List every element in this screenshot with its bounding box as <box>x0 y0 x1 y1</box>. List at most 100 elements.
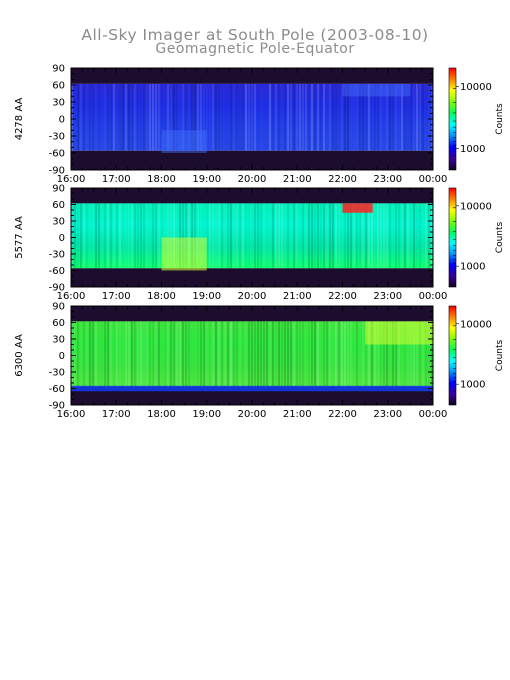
heatmap-streak <box>170 321 172 387</box>
heatmap-streak <box>380 83 382 151</box>
heatmap-streak <box>155 83 157 151</box>
heatmap-streak <box>116 321 118 387</box>
heatmap-streak <box>110 321 112 387</box>
heatmap-streak <box>185 83 187 151</box>
heatmap-streak <box>254 203 256 269</box>
x-tick-label: 20:00 <box>238 174 267 185</box>
heatmap-streak <box>410 321 412 387</box>
heatmap-streak <box>173 203 175 269</box>
heatmap-streak <box>347 321 349 387</box>
heatmap-streak <box>251 321 253 387</box>
y-tick-label: 90 <box>52 64 65 75</box>
heatmap-streak <box>152 83 154 151</box>
heatmap-streak <box>338 321 340 387</box>
heatmap-streak <box>194 83 196 151</box>
heatmap-streak <box>113 83 115 151</box>
heatmap-streak <box>218 83 220 151</box>
heatmap-streak <box>413 84 415 151</box>
x-tick-label: 19:00 <box>192 174 221 185</box>
heatmap-streak <box>86 321 88 387</box>
x-tick-label: 19:00 <box>192 291 221 302</box>
y-tick-label: -90 <box>49 401 65 412</box>
heatmap-streak <box>365 321 367 387</box>
heatmap-streak <box>317 83 319 151</box>
heatmap-streak <box>287 203 289 269</box>
heatmap-streak <box>260 84 262 151</box>
heatmap-streak <box>281 321 283 387</box>
heatmap-streak <box>377 203 379 269</box>
heatmap-streak <box>125 321 127 387</box>
heatmap-streak <box>92 83 94 151</box>
colorbar <box>448 67 457 171</box>
heatmap-streak <box>359 203 361 269</box>
heatmap-streak <box>83 321 85 387</box>
heatmap-streak <box>116 84 118 151</box>
heatmap-streak <box>272 321 274 387</box>
y-tick-label: 30 <box>52 335 65 346</box>
heatmap-streak <box>173 83 175 151</box>
heatmap-streak <box>209 84 211 151</box>
heatmap-streak <box>320 83 322 151</box>
heatmap-streak <box>233 203 235 269</box>
heatmap-streak <box>89 321 91 387</box>
chart-title: All-Sky Imager at South Pole (2003-08-10… <box>81 26 429 44</box>
heatmap-streak <box>404 83 406 151</box>
heatmap-streak <box>101 203 103 268</box>
heatmap-streak <box>272 203 274 269</box>
x-tick-label: 22:00 <box>328 409 357 420</box>
heatmap-streak <box>122 203 124 268</box>
heatmap-streak <box>131 83 133 151</box>
heatmap-streak <box>305 83 307 151</box>
heatmap-streak <box>308 203 310 269</box>
heatmap-streak <box>101 321 103 386</box>
heatmap-streak <box>155 203 157 269</box>
y-tick-label: -60 <box>49 384 65 395</box>
heatmap-streak <box>221 83 223 151</box>
heatmap-streak <box>152 321 154 387</box>
heatmap-streak <box>224 84 226 151</box>
x-tick-label: 18:00 <box>147 291 176 302</box>
heatmap-streak <box>134 321 136 387</box>
heatmap-streak <box>311 83 313 151</box>
heatmap-streak <box>347 83 349 151</box>
heatmap-streak <box>296 203 298 269</box>
heatmap-streak <box>305 321 307 386</box>
heatmap-streak <box>413 321 415 387</box>
heatmap-streak <box>410 83 412 151</box>
heatmap-streak <box>356 83 358 151</box>
x-tick-label: 16:00 <box>57 409 86 420</box>
heatmap-streak <box>71 321 73 387</box>
heatmap-streak <box>236 203 238 269</box>
heatmap-streak <box>176 321 178 387</box>
x-tick-label: 22:00 <box>328 291 357 302</box>
heatmap-streak <box>134 83 136 151</box>
heatmap-streak <box>383 203 385 269</box>
heatmap-streak <box>230 321 232 387</box>
heatmap-streak <box>161 321 163 386</box>
heatmap-streak <box>209 203 211 269</box>
colorbar-tick-label: 1000 <box>460 262 485 273</box>
heatmap-streak <box>302 321 304 387</box>
heatmap-streak <box>257 84 259 151</box>
heatmap-streak <box>239 83 241 151</box>
heatmap-streak <box>179 203 181 269</box>
heatmap-streak <box>167 321 169 387</box>
heatmap-streak <box>188 203 190 269</box>
heatmap-streak <box>95 84 97 151</box>
heatmap-streak <box>227 203 229 269</box>
heatmap-streak <box>77 83 79 151</box>
heatmap-streak <box>143 203 145 269</box>
heatmap-streak <box>263 203 265 269</box>
heatmap-streak <box>308 83 310 151</box>
heatmap-streak <box>416 203 418 268</box>
heatmap-streak <box>77 203 79 269</box>
y-axis-label: 6300 AA <box>14 334 25 377</box>
heatmap-streak <box>80 321 82 386</box>
heatmap-streak <box>98 203 100 269</box>
heatmap-streak <box>275 321 277 386</box>
heatmap-streak <box>422 321 424 387</box>
x-tick-label: 20:00 <box>238 291 267 302</box>
heatmap-streak <box>347 203 349 269</box>
heatmap-streak <box>116 203 118 269</box>
